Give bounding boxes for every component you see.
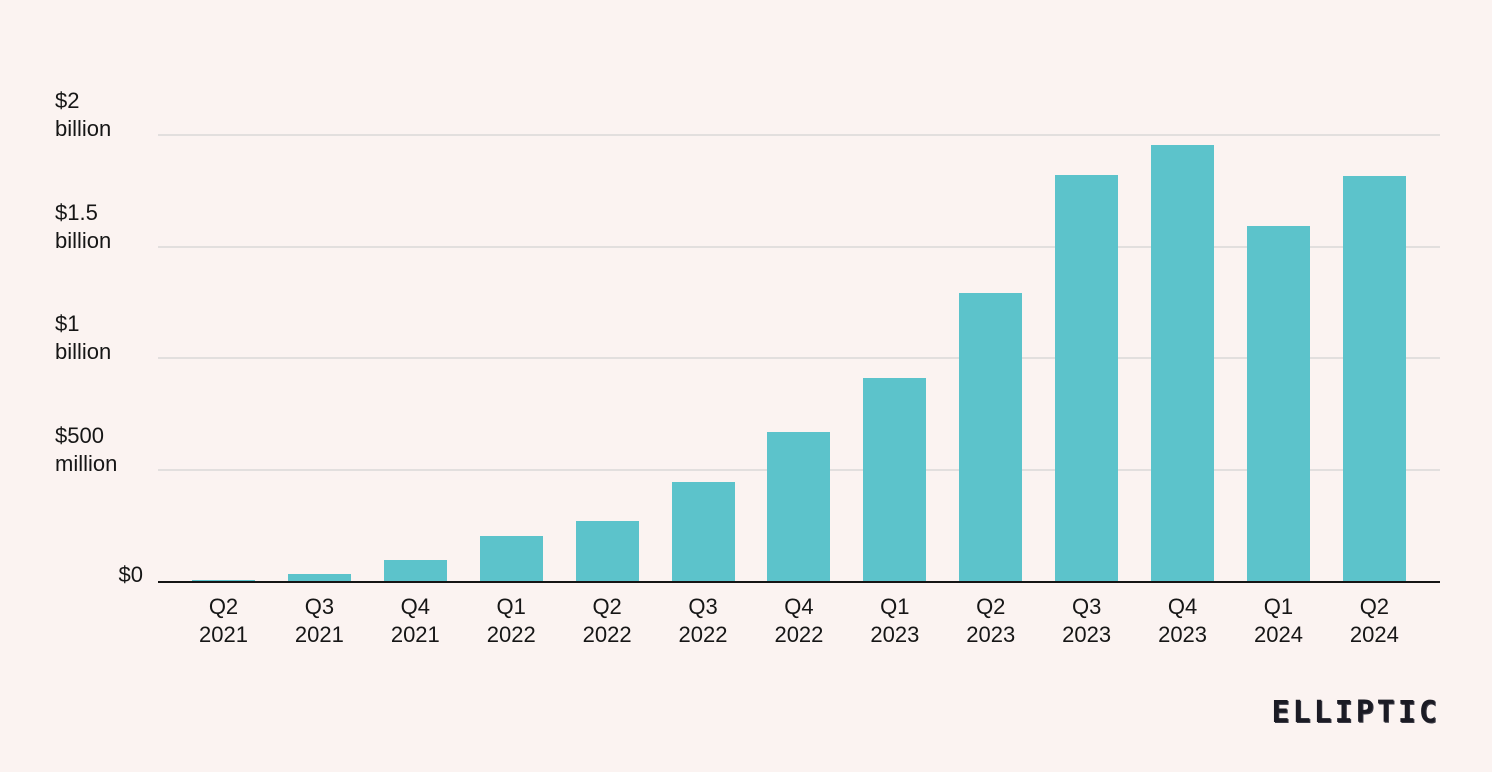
x-tick-slot: Q2 2023 (959, 593, 1022, 649)
x-tick-label: Q2 2021 (199, 593, 248, 649)
bar-q4-2023 (1151, 145, 1215, 581)
x-tick-label: Q4 2022 (774, 593, 823, 649)
bar-q2-2021 (192, 579, 255, 581)
bar-series (158, 135, 1440, 581)
x-tick-slot: Q4 2022 (767, 593, 830, 649)
y-tick-label: $0 (55, 561, 143, 589)
x-tick-slot: Q1 2024 (1247, 593, 1310, 649)
x-tick-label-line: Q2 (208, 594, 239, 619)
y-tick-label-line: billion (55, 227, 112, 253)
x-tick-slot: Q4 2021 (384, 593, 447, 649)
bar-q3-2022 (671, 481, 735, 581)
plot-area (158, 134, 1440, 583)
x-tick-label-line: 2024 (1253, 622, 1303, 647)
x-tick-label-line: Q3 (688, 594, 718, 619)
gridline (158, 357, 1440, 359)
y-tick-label: $2 billion (55, 87, 111, 143)
x-tick-slot: Q1 2023 (863, 593, 926, 649)
bar-q2-2022 (575, 520, 639, 581)
x-tick-slot: Q3 2023 (1055, 593, 1118, 649)
x-tick-label-line: Q1 (496, 594, 526, 619)
x-tick-label-line: Q4 (784, 594, 814, 619)
x-tick-slot: Q2 2021 (192, 593, 255, 649)
x-tick-label-line: Q3 (1071, 594, 1102, 619)
bar-q4-2022 (767, 431, 831, 581)
x-tick-label-line: 2023 (1158, 622, 1208, 647)
x-tick-label-line: Q3 (304, 594, 335, 619)
y-tick-label: $1 billion (55, 310, 111, 366)
x-tick-label: Q1 2024 (1254, 593, 1303, 649)
x-tick-slot: Q2 2022 (576, 593, 639, 649)
x-tick-label-line: 2022 (678, 622, 728, 647)
x-tick-label-line: 2021 (294, 622, 344, 647)
x-tick-label: Q1 2022 (487, 593, 536, 649)
x-tick-label: Q3 2023 (1062, 593, 1111, 649)
y-tick-label: $1.5 billion (55, 199, 111, 255)
bar-q2-2024 (1342, 176, 1406, 581)
x-tick-label-line: 2021 (199, 622, 248, 647)
gridline (158, 134, 1440, 136)
bar-q1-2023 (863, 378, 927, 581)
x-tick-label-line: Q1 (1263, 594, 1294, 619)
x-tick-label: Q2 2024 (1350, 593, 1399, 649)
x-tick-label-line: 2024 (1349, 622, 1399, 647)
gridline (158, 245, 1440, 248)
x-tick-label-line: 2023 (870, 622, 920, 647)
y-tick-label-line: million (55, 450, 118, 476)
x-tick-label-line: 2022 (582, 622, 632, 647)
x-tick-label: Q3 2021 (295, 593, 344, 649)
y-tick-label: $500 million (55, 422, 117, 478)
y-tick-label-line: billion (55, 116, 112, 141)
x-tick-label-line: 2023 (1062, 622, 1112, 647)
x-tick-label: Q4 2021 (391, 593, 440, 649)
x-tick-slot: Q1 2022 (480, 593, 543, 649)
bar-q3-2023 (1055, 175, 1119, 581)
y-tick-label-line: $2 (55, 88, 80, 113)
x-tick-label-line: 2022 (486, 622, 536, 647)
x-tick-slot: Q2 2024 (1343, 593, 1406, 649)
x-tick-label-line: Q4 (400, 594, 430, 619)
y-tick-label-line: billion (55, 339, 112, 364)
x-tick-label: Q3 2022 (679, 593, 728, 649)
x-tick-label-line: Q2 (592, 594, 622, 619)
x-tick-label-line: Q2 (1359, 594, 1390, 619)
x-tick-label-line: Q2 (976, 594, 1006, 619)
x-tick-label: Q2 2023 (966, 593, 1015, 649)
bar-q3-2021 (287, 574, 351, 581)
elliptic-logo: ELLIPTIC (1271, 695, 1440, 730)
x-tick-label-line: Q1 (880, 594, 910, 619)
x-tick-slot: Q3 2021 (288, 593, 351, 649)
x-tick-label-line: 2023 (966, 622, 1016, 647)
y-tick-label-line: $1 (55, 311, 80, 336)
x-tick-label: Q1 2023 (870, 593, 919, 649)
x-tick-label: Q4 2023 (1158, 593, 1207, 649)
y-tick-label-line: $0 (118, 562, 143, 587)
x-tick-label: Q2 2022 (583, 593, 632, 649)
bar-q1-2022 (479, 536, 543, 581)
x-tick-label-line: 2021 (390, 622, 440, 647)
bar-q1-2024 (1246, 226, 1310, 581)
x-tick-label-line: Q4 (1167, 594, 1198, 619)
y-tick-label-line: $1.5 (55, 199, 98, 225)
x-axis-labels: Q2 2021 Q3 2021 Q4 2021 Q1 2022 Q2 2022 Q3 2022 Q4 20… (158, 593, 1440, 649)
y-tick-label-line: $500 (55, 422, 104, 448)
x-tick-slot: Q3 2022 (672, 593, 735, 649)
x-tick-slot: Q4 2023 (1151, 593, 1214, 649)
bar-q4-2021 (383, 559, 447, 581)
bar-q2-2023 (959, 293, 1023, 581)
x-tick-label-line: 2022 (774, 622, 824, 647)
